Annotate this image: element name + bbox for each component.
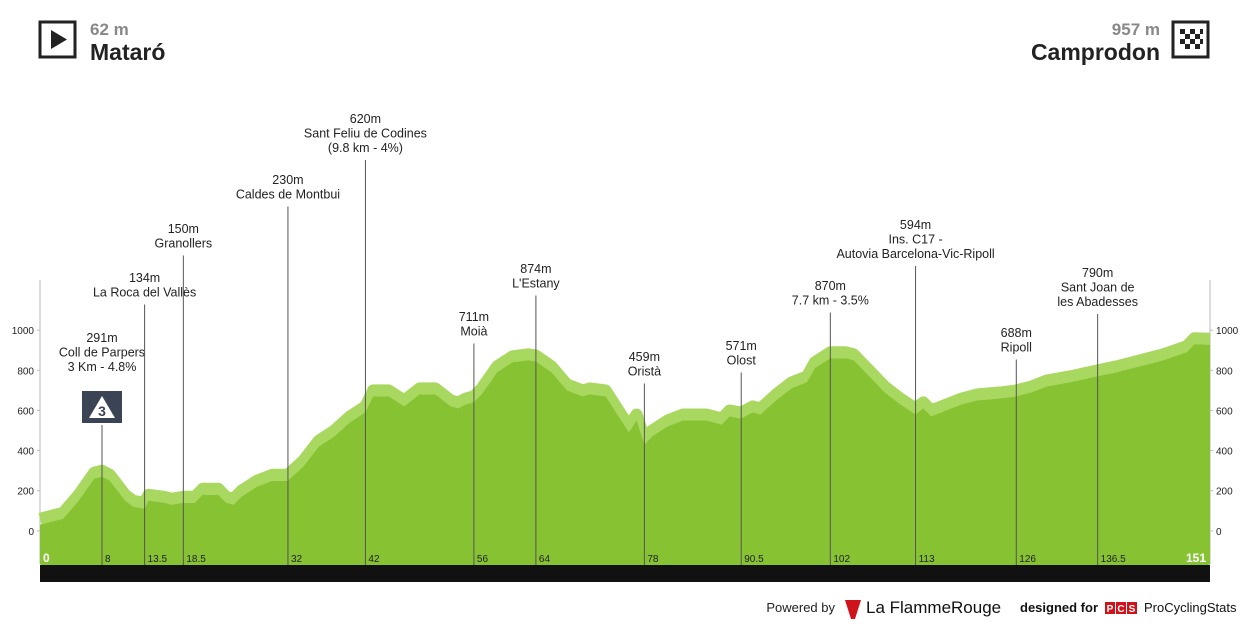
waypoint-label: les Abadesses xyxy=(1057,295,1138,309)
flame-logo xyxy=(845,600,861,619)
pcs-letter: C xyxy=(1117,604,1124,615)
brand: La FlammeRouge xyxy=(866,598,1001,617)
waypoint-label: 291m xyxy=(86,331,117,345)
plot: 0 0 200 200 400 400 600 600 800 800 1000 1000 291mCo… xyxy=(12,112,1239,582)
y-tick-label: 800 xyxy=(17,366,34,377)
pcs-box xyxy=(1127,602,1137,614)
distance-bar xyxy=(40,565,1210,582)
km-label: 102 xyxy=(833,554,850,565)
waypoint-label: Caldes de Montbui xyxy=(236,188,340,202)
profile-highlight xyxy=(38,332,1211,525)
waypoint-label: La Roca del Vallès xyxy=(93,286,196,300)
waypoint-label: Granollers xyxy=(155,237,213,251)
waypoint-label: L'Estany xyxy=(512,277,560,291)
y-tick-label: 400 xyxy=(17,447,34,458)
waypoint-label: 571m xyxy=(726,339,757,353)
waypoint-label: Coll de Parpers xyxy=(59,346,145,360)
start-name: Mataró xyxy=(90,39,165,65)
waypoint-label: 459m xyxy=(629,350,660,364)
waypoint-label: 620m xyxy=(350,112,381,126)
waypoint-label: Ins. C17 - xyxy=(888,233,942,247)
waypoint-label: Oristà xyxy=(628,365,661,379)
waypoint-label: 230m xyxy=(272,173,303,187)
site-name: ProCyclingStats xyxy=(1144,600,1237,615)
waypoint-label: Autovia Barcelona-Vic-Ripoll xyxy=(836,247,994,261)
profile-area xyxy=(40,344,1210,571)
km-label: 126 xyxy=(1019,554,1036,565)
y-tick-label: 1000 xyxy=(12,326,35,337)
km-label: 113 xyxy=(919,554,935,565)
waypoint-label: Sant Joan de xyxy=(1061,281,1135,295)
waypoint-label: Moià xyxy=(460,325,487,339)
y-tick-label: 600 xyxy=(17,406,34,417)
waypoint-label: 134m xyxy=(129,271,160,285)
waypoint-label: Ripoll xyxy=(1001,341,1032,355)
waypoint-label: 150m xyxy=(168,222,199,236)
waypoint-label: 874m xyxy=(520,262,551,276)
km-label: 64 xyxy=(539,554,551,565)
waypoint-label: 594m xyxy=(900,218,931,232)
y-tick-label-right: 600 xyxy=(1216,406,1233,417)
km-label: 13.5 xyxy=(148,554,168,565)
pcs-letter: P xyxy=(1107,604,1114,615)
climb-category: 3 xyxy=(98,403,106,419)
y-tick-label-right: 400 xyxy=(1216,447,1233,458)
y-tick-label-right: 800 xyxy=(1216,366,1233,377)
waypoint-label: Olost xyxy=(727,354,757,368)
start-elevation: 62 m xyxy=(90,20,129,39)
x-tick-label: 151 xyxy=(1186,551,1206,565)
waypoint-label: 711m xyxy=(459,310,489,324)
waypoint-label: 7.7 km - 3.5% xyxy=(792,294,869,308)
km-label: 78 xyxy=(647,554,659,565)
y-tick-label-right: 200 xyxy=(1216,487,1233,498)
waypoint-label: Sant Feliu de Codines xyxy=(304,127,427,141)
pcs-letter: S xyxy=(1129,604,1136,615)
waypoint-label: (9.8 km - 4%) xyxy=(328,141,403,155)
y-tick-label-right: 1000 xyxy=(1216,326,1239,337)
finish-name: Camprodon xyxy=(1031,39,1160,65)
km-label: 18.5 xyxy=(186,554,206,565)
km-label: 42 xyxy=(368,554,380,565)
footer: Powered by La FlammeRouge designed for P… xyxy=(766,598,1237,619)
start-icon xyxy=(38,20,77,59)
y-tick-label: 0 xyxy=(28,527,34,538)
y-tick-label-right: 0 xyxy=(1216,527,1222,538)
y-tick-label: 200 xyxy=(17,487,34,498)
km-label: 136.5 xyxy=(1101,554,1126,565)
climb-badge-icon xyxy=(88,396,115,418)
pcs-box xyxy=(1116,602,1126,614)
waypoint-label: 688m xyxy=(1001,326,1032,340)
km-label: 8 xyxy=(105,554,111,565)
pcs-box xyxy=(1105,602,1115,614)
waypoint-label: 3 Km - 4.8% xyxy=(68,360,137,374)
powered-by: Powered by xyxy=(766,600,835,615)
waypoint-label: 790m xyxy=(1082,266,1113,280)
finish-elevation: 957 m xyxy=(1112,20,1160,39)
finish-icon xyxy=(1171,20,1210,59)
km-label: 32 xyxy=(291,554,303,565)
km-label: 56 xyxy=(477,554,489,565)
designed-for: designed for xyxy=(1020,600,1098,615)
x-tick-label: 0 xyxy=(43,551,50,565)
km-label: 90.5 xyxy=(744,554,764,565)
waypoint-label: 870m xyxy=(815,279,846,293)
